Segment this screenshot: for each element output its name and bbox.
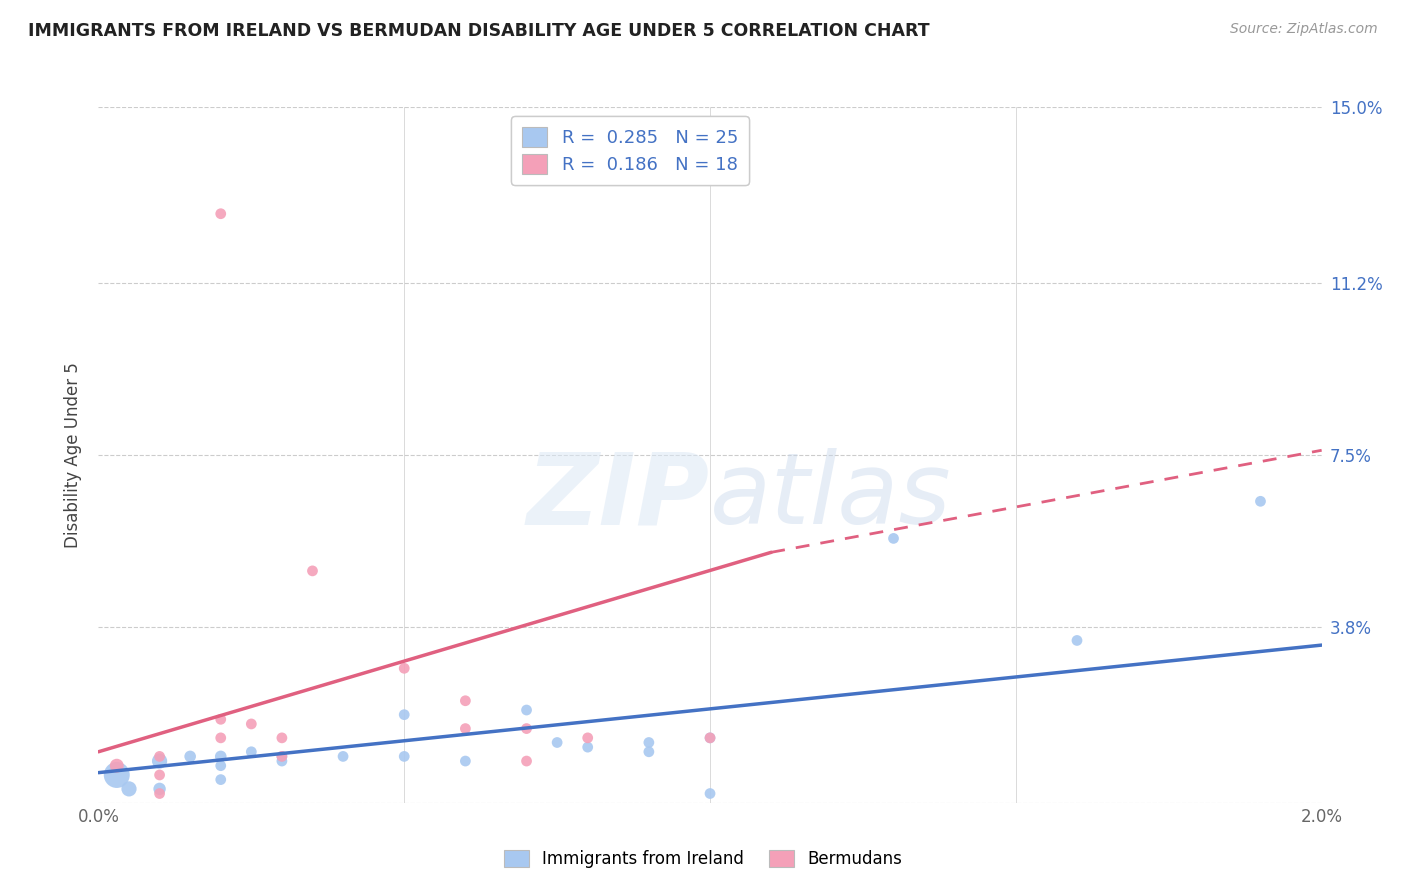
Point bbox=[516, 703, 538, 717]
Text: IMMIGRANTS FROM IRELAND VS BERMUDAN DISABILITY AGE UNDER 5 CORRELATION CHART: IMMIGRANTS FROM IRELAND VS BERMUDAN DISA… bbox=[28, 22, 929, 40]
Point bbox=[118, 781, 141, 796]
Point bbox=[270, 749, 294, 764]
Point bbox=[149, 749, 172, 764]
Point bbox=[179, 749, 201, 764]
Point bbox=[301, 564, 323, 578]
Text: ZIP: ZIP bbox=[527, 448, 710, 545]
Point bbox=[209, 731, 232, 745]
Point bbox=[454, 722, 477, 736]
Point bbox=[454, 694, 477, 708]
Point bbox=[637, 745, 661, 759]
Point bbox=[454, 754, 477, 768]
Point bbox=[209, 772, 232, 787]
Legend: R =  0.285   N = 25, R =  0.186   N = 18: R = 0.285 N = 25, R = 0.186 N = 18 bbox=[512, 116, 749, 185]
Point bbox=[240, 717, 263, 731]
Point bbox=[392, 707, 416, 722]
Point bbox=[149, 781, 172, 796]
Point bbox=[149, 768, 172, 782]
Point bbox=[699, 731, 721, 745]
Point bbox=[209, 749, 232, 764]
Point bbox=[105, 758, 128, 772]
Point bbox=[516, 722, 538, 736]
Text: Source: ZipAtlas.com: Source: ZipAtlas.com bbox=[1230, 22, 1378, 37]
Legend: Immigrants from Ireland, Bermudans: Immigrants from Ireland, Bermudans bbox=[498, 843, 908, 875]
Point bbox=[240, 745, 263, 759]
Point bbox=[209, 207, 232, 221]
Text: atlas: atlas bbox=[710, 448, 952, 545]
Point bbox=[270, 731, 294, 745]
Point bbox=[149, 754, 172, 768]
Point bbox=[270, 749, 294, 764]
Point bbox=[546, 735, 568, 749]
Y-axis label: Disability Age Under 5: Disability Age Under 5 bbox=[65, 362, 83, 548]
Point bbox=[209, 712, 232, 726]
Point bbox=[332, 749, 354, 764]
Point bbox=[105, 768, 128, 782]
Point bbox=[576, 731, 599, 745]
Point bbox=[883, 532, 905, 546]
Point bbox=[516, 754, 538, 768]
Point bbox=[392, 661, 416, 675]
Point bbox=[270, 754, 294, 768]
Point bbox=[637, 735, 661, 749]
Point bbox=[576, 740, 599, 755]
Point bbox=[699, 731, 721, 745]
Point bbox=[1066, 633, 1088, 648]
Point bbox=[699, 787, 721, 801]
Point bbox=[1249, 494, 1271, 508]
Point bbox=[392, 749, 416, 764]
Point bbox=[149, 787, 172, 801]
Point bbox=[209, 758, 232, 772]
